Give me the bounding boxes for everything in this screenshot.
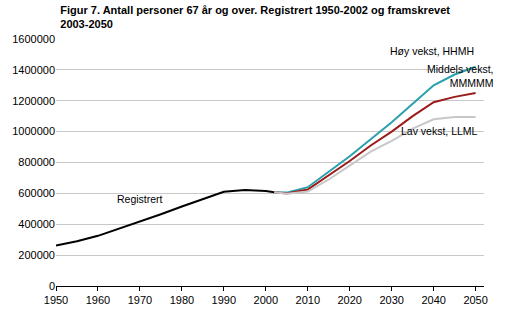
svg-text:Figur 7. Antall personer 67 år: Figur 7. Antall personer 67 år og over. … (60, 4, 450, 30)
svg-text:1970: 1970 (128, 294, 152, 306)
svg-text:2000: 2000 (254, 294, 278, 306)
svg-text:Lav vekst, LLML: Lav vekst, LLML (401, 125, 478, 137)
svg-text:2020: 2020 (337, 294, 361, 306)
svg-text:400000: 400000 (18, 218, 55, 230)
svg-text:1990: 1990 (212, 294, 236, 306)
svg-text:2050: 2050 (463, 294, 487, 306)
svg-text:1000000: 1000000 (12, 125, 55, 137)
svg-text:Registrert: Registrert (117, 193, 163, 205)
svg-text:2010: 2010 (296, 294, 320, 306)
svg-text:1200000: 1200000 (12, 95, 55, 107)
svg-text:1980: 1980 (170, 294, 194, 306)
svg-text:2030: 2030 (379, 294, 403, 306)
svg-text:600000: 600000 (18, 187, 55, 199)
svg-text:1600000: 1600000 (12, 33, 55, 45)
svg-text:1950: 1950 (44, 294, 68, 306)
svg-text:2040: 2040 (421, 294, 445, 306)
svg-text:Høy vekst, HHMH: Høy vekst, HHMH (390, 45, 474, 57)
svg-text:Middels vekst,MMMMM: Middels vekst,MMMMM (427, 63, 494, 89)
svg-text:200000: 200000 (18, 249, 55, 261)
svg-text:1400000: 1400000 (12, 64, 55, 76)
svg-text:800000: 800000 (18, 156, 55, 168)
svg-text:1960: 1960 (86, 294, 110, 306)
svg-text:0: 0 (49, 280, 55, 292)
